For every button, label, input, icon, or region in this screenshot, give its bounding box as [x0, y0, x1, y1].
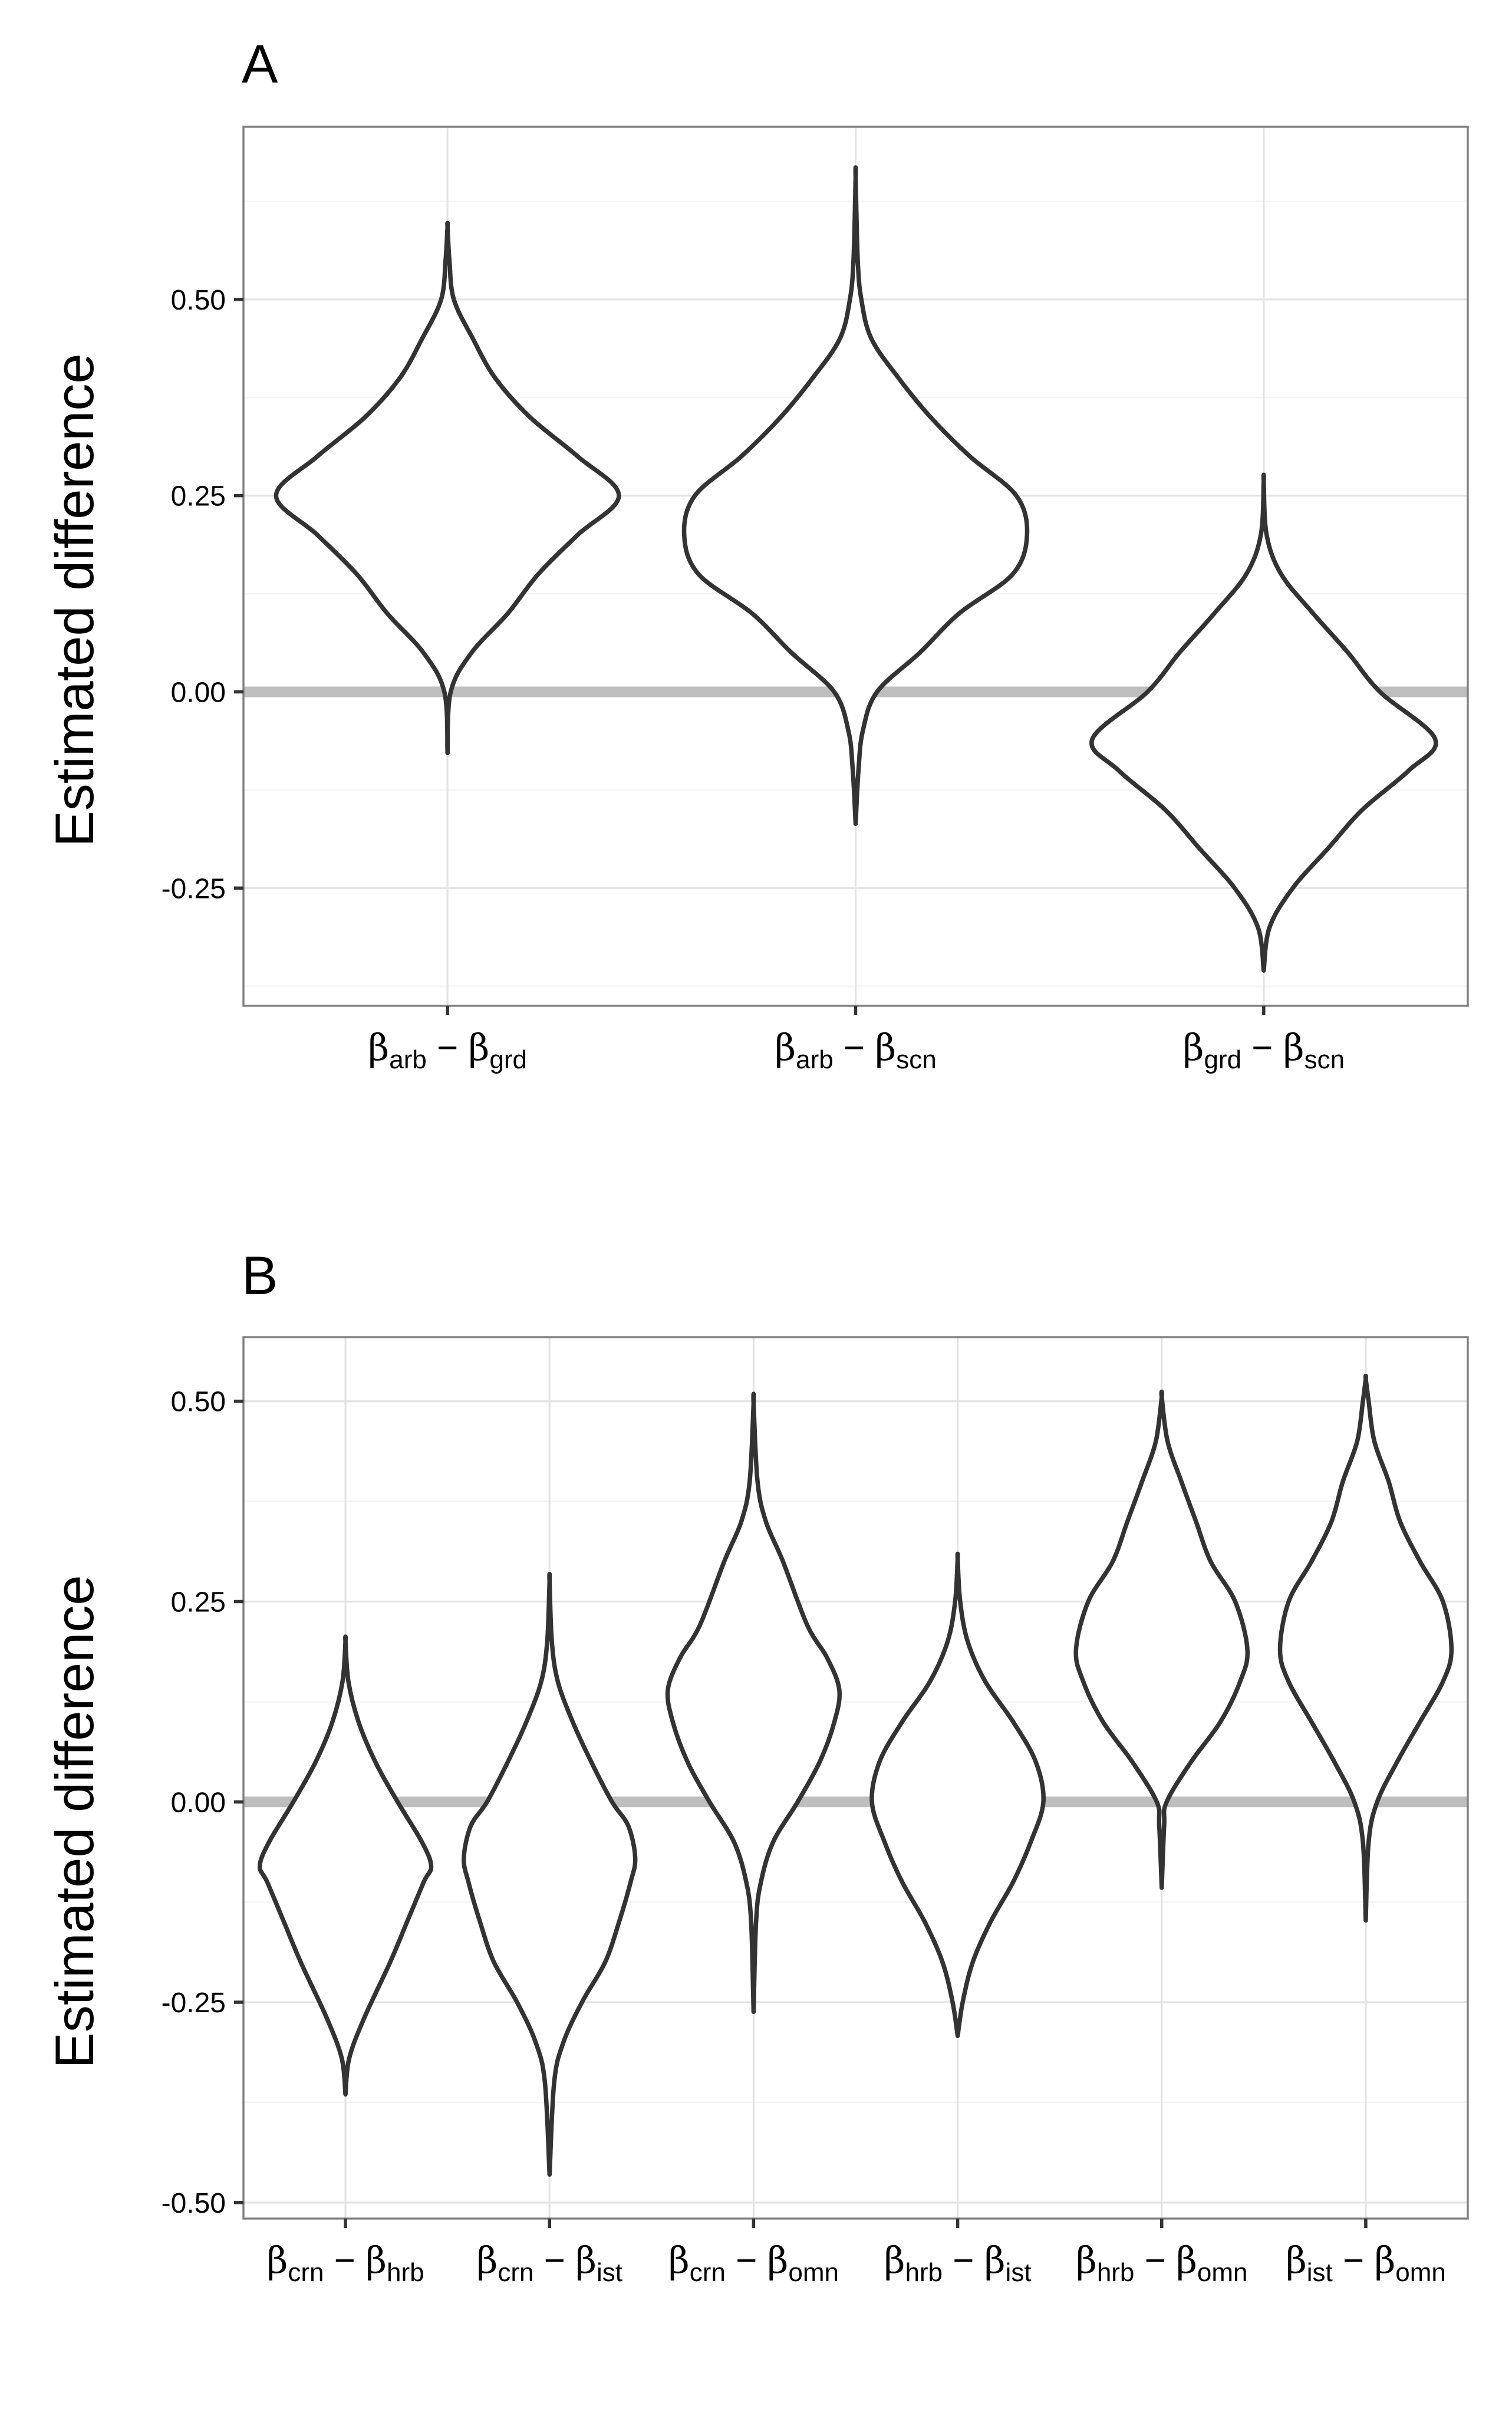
x-tick-label: βist − βomn [1286, 2239, 1446, 2287]
panel-a: A Estimated difference -0.25 0.00 0.25 0.50… [45, 34, 1469, 1074]
x-tick-label: βcrn − βist [477, 2239, 622, 2287]
panel-label: B [242, 1246, 278, 1306]
y-tick-label: -0.50 [162, 2188, 226, 2219]
violins [257, 1374, 1454, 2177]
y-tick-label: -0.25 [162, 873, 226, 904]
y-axis-title: Estimated difference [45, 354, 105, 847]
y-tick-label: 0.25 [171, 481, 226, 512]
y-axis: -0.50 -0.25 0.00 0.25 0.50 [162, 1387, 243, 2219]
panel-label: A [242, 34, 278, 94]
y-tick-label: 0.50 [171, 1387, 226, 1418]
x-tick-label: βarb − βgrd [368, 1026, 527, 1074]
violin-3 [1089, 472, 1438, 973]
violin-3 [665, 1391, 842, 2015]
x-tick-label: βgrd − βscn [1183, 1026, 1345, 1074]
violin-2 [681, 165, 1030, 826]
panel-b: B Estimated difference -0.50 -0.25 0.00 0.2… [45, 1246, 1469, 2287]
y-axis: -0.25 0.00 0.25 0.50 [162, 285, 243, 904]
violin-2 [462, 1572, 638, 2177]
x-tick-label: βhrb − βomn [1076, 2239, 1248, 2287]
x-tick-label: βcrn − βomn [668, 2239, 839, 2287]
y-tick-label: 0.50 [171, 285, 226, 316]
x-axis: βarb − βgrd βarb − βscn βgrd − βscn [368, 1006, 1345, 1074]
violins [274, 165, 1438, 973]
y-tick-label: 0.00 [171, 677, 226, 709]
y-tick-label: 0.00 [171, 1787, 226, 1818]
x-tick-label: βcrn − βhrb [267, 2239, 424, 2287]
y-axis-title: Estimated difference [45, 1575, 105, 2069]
violin-4 [869, 1551, 1046, 2038]
x-tick-label: βhrb − βist [884, 2239, 1032, 2287]
x-axis: βcrn − βhrb βcrn − βist βcrn − βomn βhrb − … [267, 2219, 1446, 2287]
plot-frame [242, 1336, 1469, 2220]
violin-1 [274, 221, 621, 756]
violin-1 [257, 1634, 434, 2097]
y-tick-label: 0.25 [171, 1587, 226, 1618]
x-tick-label: βarb − βscn [775, 1026, 936, 1074]
violin-6 [1277, 1374, 1454, 1923]
violin-5 [1073, 1389, 1250, 1890]
y-tick-label: -0.25 [162, 1987, 226, 2019]
